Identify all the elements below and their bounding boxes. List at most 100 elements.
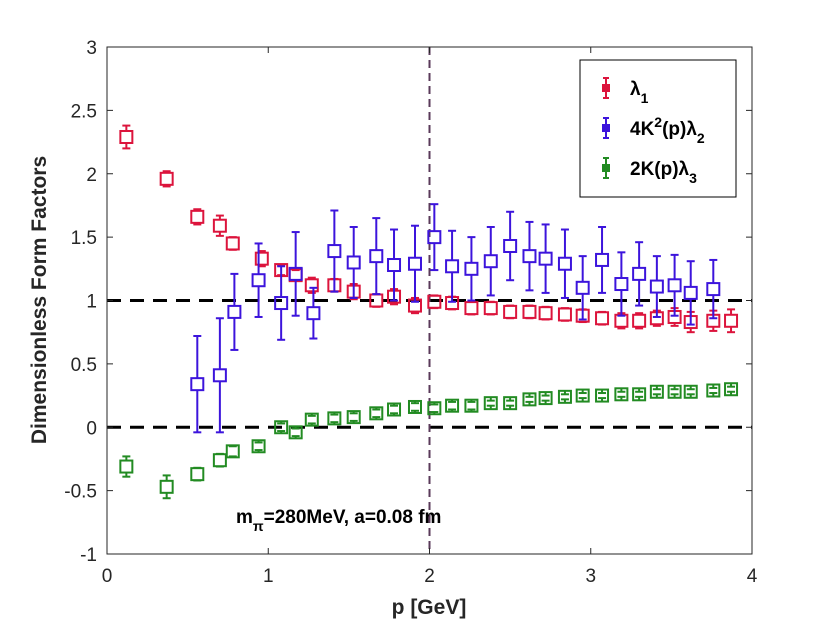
y-tick-label: 1.5 xyxy=(71,228,97,249)
marker-square xyxy=(614,387,629,402)
marker-square xyxy=(327,244,342,259)
data-point xyxy=(483,396,498,411)
data-point xyxy=(632,387,647,402)
data-point xyxy=(212,452,227,468)
marker-square xyxy=(464,261,479,276)
data-point xyxy=(304,412,319,427)
data-point xyxy=(503,396,518,411)
marker-square xyxy=(190,377,205,392)
marker-square xyxy=(227,304,242,319)
data-point xyxy=(464,236,479,302)
y-tick-label: 1 xyxy=(86,292,97,313)
marker-square xyxy=(427,401,442,416)
data-point xyxy=(706,383,721,398)
data-point xyxy=(464,300,479,316)
marker-square xyxy=(522,392,537,407)
legend-marker-icon xyxy=(602,124,610,132)
data-point xyxy=(212,214,227,237)
data-point xyxy=(387,402,402,417)
marker-square xyxy=(632,313,647,328)
legend-entry-2: 4K2(p)λ2 xyxy=(602,114,705,146)
marker-square xyxy=(683,285,698,300)
marker-square xyxy=(445,259,460,274)
data-point xyxy=(427,203,442,272)
data-point xyxy=(522,220,537,292)
marker-square xyxy=(503,396,518,411)
data-point xyxy=(327,209,342,293)
marker-square xyxy=(288,425,303,440)
data-point xyxy=(595,388,610,403)
marker-square xyxy=(274,420,289,435)
marker-square xyxy=(346,410,361,425)
marker-square xyxy=(667,384,682,399)
marker-square xyxy=(212,453,227,468)
marker-square xyxy=(212,218,227,233)
marker-square xyxy=(557,256,572,271)
data-point xyxy=(306,286,321,340)
data-point xyxy=(190,208,205,226)
marker-square xyxy=(274,296,289,311)
data-point xyxy=(369,217,384,296)
marker-square xyxy=(190,209,205,224)
x-axis-title: p [GeV] xyxy=(392,596,467,619)
marker-square xyxy=(724,382,739,397)
marker-square xyxy=(306,306,321,321)
marker-square xyxy=(251,273,266,288)
marker-square xyxy=(557,389,572,404)
data-point xyxy=(503,210,518,282)
data-point xyxy=(538,305,553,321)
legend: λ1 4K2(p)λ2 2K(p)λ3 xyxy=(579,59,737,198)
data-point xyxy=(706,258,721,320)
data-point xyxy=(346,410,361,425)
axis-ticks: 0 1 2 3 4 -1 -0.5 0 0.5 1 1.5 2 2.5 3 xyxy=(64,38,757,587)
y-tick-label: 2.5 xyxy=(71,101,97,122)
data-point xyxy=(575,388,590,403)
marker-square xyxy=(190,467,205,482)
marker-square xyxy=(575,280,590,295)
data-point xyxy=(632,241,647,307)
series-3 xyxy=(119,382,739,500)
marker-square xyxy=(387,258,402,273)
marker-square xyxy=(407,399,422,414)
data-point xyxy=(274,420,289,435)
y-tick-label: 2 xyxy=(86,165,97,186)
data-point xyxy=(225,236,240,251)
marker-square xyxy=(254,251,269,266)
data-point xyxy=(427,401,442,416)
x-tick-label: 2 xyxy=(424,566,435,587)
data-point xyxy=(649,255,664,318)
y-tick-label: 0.5 xyxy=(71,355,97,376)
marker-square xyxy=(445,398,460,413)
marker-square xyxy=(387,402,402,417)
marker-square xyxy=(369,249,384,264)
data-point xyxy=(445,398,460,413)
marker-square xyxy=(595,252,610,267)
data-point xyxy=(407,399,422,414)
data-point xyxy=(538,223,553,294)
marker-square xyxy=(595,388,610,403)
data-point xyxy=(667,384,682,399)
data-point xyxy=(595,225,610,294)
reference-lines xyxy=(107,47,752,554)
marker-square xyxy=(706,383,721,398)
marker-square xyxy=(483,301,498,316)
marker-square xyxy=(649,279,664,294)
marker-square xyxy=(538,251,553,266)
marker-square xyxy=(522,249,537,264)
legend-entry-3: 2K(p)λ3 xyxy=(602,157,697,186)
data-point xyxy=(251,242,266,318)
data-point xyxy=(119,124,134,150)
marker-square xyxy=(503,238,518,253)
data-point xyxy=(522,392,537,407)
marker-square xyxy=(667,278,682,293)
marker-square xyxy=(346,255,361,270)
data-point xyxy=(159,170,174,188)
marker-square xyxy=(614,277,629,292)
marker-square xyxy=(369,406,384,421)
marker-square xyxy=(464,301,479,316)
data-point xyxy=(503,304,518,320)
annotation-text: mπ=280MeV, a=0.08 fm xyxy=(236,507,441,534)
data-point xyxy=(649,384,664,399)
data-point xyxy=(557,307,572,322)
marker-square xyxy=(159,479,174,494)
